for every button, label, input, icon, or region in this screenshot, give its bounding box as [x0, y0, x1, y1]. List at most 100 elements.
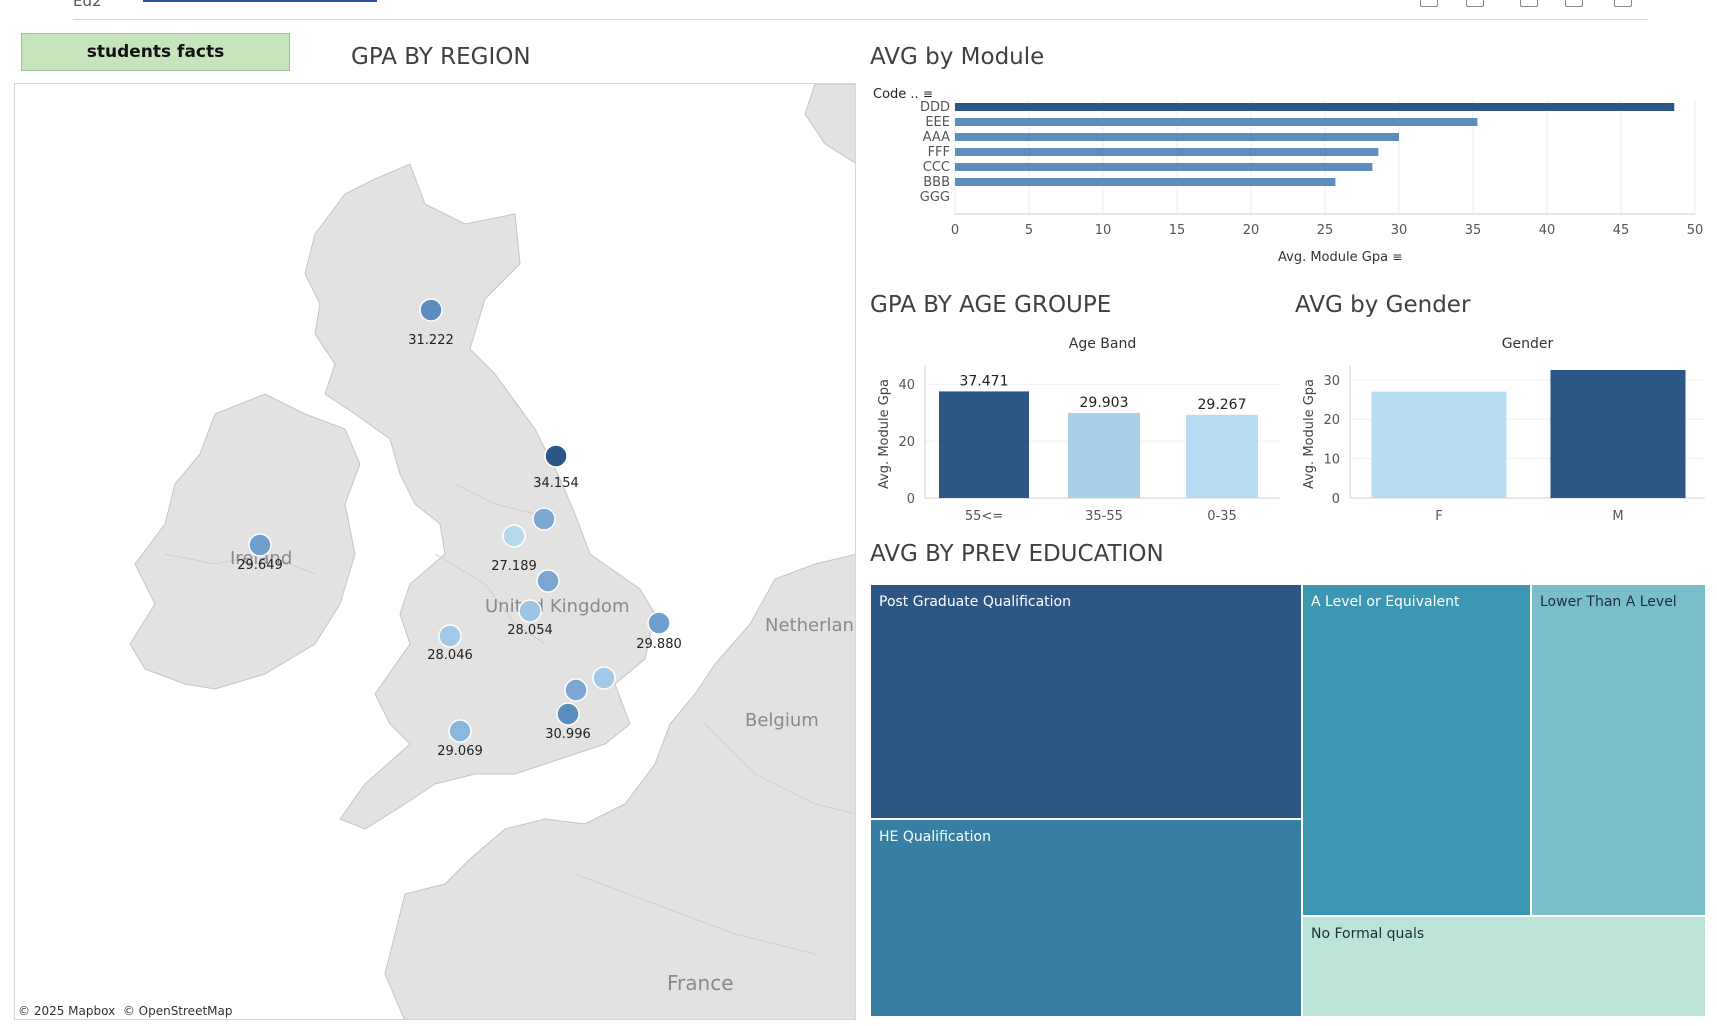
place-label-united-kingdom: United Kingdom	[485, 596, 629, 617]
y-category-label: CCC	[923, 160, 950, 175]
place-label-ireland: Ireland	[230, 548, 292, 569]
chart-header-label: Age Band	[1069, 336, 1136, 352]
region-map[interactable]: Netherlands Belgium France Ireland Unite…	[14, 83, 856, 1020]
edu-treemap[interactable]: Post Graduate Qualification HE Qualifica…	[870, 584, 1706, 1017]
y-category-label: EEE	[925, 115, 950, 130]
module-axis-title: Avg. Module Gpa ≡	[1278, 250, 1402, 265]
map-attribution: © 2025 Mapbox © OpenStreetMap	[18, 1004, 232, 1018]
comment-icon[interactable]	[1614, 0, 1632, 7]
treemap-label: A Level or Equivalent	[1311, 594, 1460, 610]
y-tick-label: 20	[1323, 413, 1340, 428]
bar[interactable]	[1371, 391, 1507, 498]
age-bar-chart[interactable]: Age Band Avg. Module Gpa 0 20 40 55<= 37.471 35…	[870, 330, 1285, 530]
treemap-label: Post Graduate Qualification	[879, 594, 1071, 610]
module-bar[interactable]	[955, 178, 1336, 186]
header-partial-title: Ed2	[73, 0, 102, 10]
header-divider	[73, 19, 1648, 20]
x-tick-label: 5	[1025, 223, 1033, 238]
share-icon[interactable]	[1520, 0, 1538, 7]
x-tick-label: 10	[1095, 223, 1112, 238]
y-tick-label: 20	[898, 435, 915, 450]
x-tick-label: 25	[1317, 223, 1334, 238]
x-category-label: 55<=	[965, 509, 1003, 524]
x-category-label: 0-35	[1207, 509, 1237, 524]
x-category-label: M	[1612, 509, 1623, 524]
y-tick-label: 10	[1323, 453, 1340, 468]
osm-attribution[interactable]: © OpenStreetMap	[122, 1004, 233, 1018]
map-point[interactable]	[556, 702, 580, 726]
module-bar[interactable]	[955, 148, 1379, 156]
place-label-belgium: Belgium	[745, 710, 819, 731]
x-tick-label: 20	[1243, 223, 1260, 238]
map-point[interactable]	[647, 611, 671, 635]
x-tick-label: 30	[1391, 223, 1408, 238]
gender-chart-title: AVG by Gender	[1295, 292, 1471, 318]
map-point[interactable]	[544, 444, 568, 468]
treemap-cell-lower-than-a-level[interactable]: Lower Than A Level	[1531, 584, 1706, 916]
x-tick-label: 40	[1539, 223, 1556, 238]
mapbox-attribution[interactable]: © 2025 Mapbox	[18, 1004, 116, 1018]
header-link-underline[interactable]	[143, 0, 377, 2]
bar[interactable]	[1550, 370, 1686, 498]
map-point-label: 30.996	[545, 727, 591, 742]
edu-chart-title: AVG BY PREV EDUCATION	[870, 541, 1164, 567]
map-point[interactable]	[419, 298, 443, 322]
map-point-label: 29.880	[636, 637, 682, 652]
bar[interactable]	[939, 391, 1029, 498]
x-tick-label: 0	[951, 223, 959, 238]
map-point[interactable]	[502, 524, 526, 548]
gender-bar-chart[interactable]: Gender Avg. Module Gpa 0 10 20 30 F M	[1295, 330, 1710, 530]
bar[interactable]	[1186, 414, 1258, 498]
module-field-label: Code ..	[873, 87, 919, 102]
module-axis-label: Avg. Module Gpa	[1278, 250, 1389, 265]
chart-header-label: Gender	[1502, 336, 1554, 352]
continent-landmass	[384, 553, 855, 1019]
module-field-header[interactable]: Code .. ≡	[873, 87, 933, 102]
y-category-label: DDD	[920, 100, 950, 115]
module-bar[interactable]	[955, 133, 1399, 141]
map-point[interactable]	[248, 533, 272, 557]
map-point-label: 29.069	[437, 744, 483, 759]
module-bar[interactable]	[955, 118, 1478, 126]
bar[interactable]	[1068, 412, 1140, 498]
map-title: GPA BY REGION	[351, 44, 531, 70]
treemap-cell-a-level[interactable]: A Level or Equivalent	[1302, 584, 1531, 916]
axis-sort-icon[interactable]: ≡	[1392, 250, 1403, 264]
map-point[interactable]	[518, 599, 542, 623]
module-bar[interactable]	[955, 163, 1373, 171]
x-category-label: 35-55	[1085, 509, 1123, 524]
treemap-label: HE Qualification	[879, 829, 991, 845]
x-tick-label: 35	[1465, 223, 1482, 238]
map-point[interactable]	[592, 666, 616, 690]
map-point[interactable]	[564, 678, 588, 702]
x-category-label: F	[1435, 509, 1442, 524]
northern-landmass-corner	[804, 84, 855, 164]
module-chart-title: AVG by Module	[870, 44, 1045, 70]
treemap-cell-post-graduate[interactable]: Post Graduate Qualification	[870, 584, 1302, 819]
module-bar-chart[interactable]: 0 5 10 15 20 25 30 35 40 45 50 DDDEEEAAAFFFCCCBBBGG…	[870, 100, 1715, 270]
module-bar[interactable]	[955, 103, 1675, 111]
fullscreen-icon[interactable]	[1565, 0, 1583, 7]
map-point[interactable]	[532, 507, 556, 531]
x-tick-label: 50	[1687, 223, 1704, 238]
x-tick-label: 15	[1169, 223, 1186, 238]
sort-icon[interactable]: ≡	[922, 87, 933, 101]
y-tick-label: 0	[1332, 492, 1340, 507]
y-axis-label: Avg. Module Gpa	[877, 379, 892, 489]
map-canvas[interactable]: Netherlands Belgium France Ireland Unite…	[15, 84, 856, 1020]
students-facts-button[interactable]: students facts	[21, 33, 290, 71]
y-category-label: BBB	[923, 175, 950, 190]
map-point[interactable]	[448, 719, 472, 743]
bar-value-label: 29.267	[1198, 397, 1247, 413]
treemap-cell-no-formal-quals[interactable]: No Formal quals	[1302, 916, 1706, 1017]
ireland-landmass	[129, 393, 361, 690]
place-label-france: France	[667, 971, 734, 995]
map-point-label: 27.189	[491, 559, 537, 574]
treemap-cell-he-qualification[interactable]: HE Qualification	[870, 819, 1302, 1017]
download-icon[interactable]	[1420, 0, 1438, 7]
favorite-icon[interactable]	[1466, 0, 1484, 7]
map-point[interactable]	[438, 624, 462, 648]
region-borders	[164, 483, 855, 955]
map-point[interactable]	[536, 569, 560, 593]
y-category-label: FFF	[928, 145, 950, 160]
